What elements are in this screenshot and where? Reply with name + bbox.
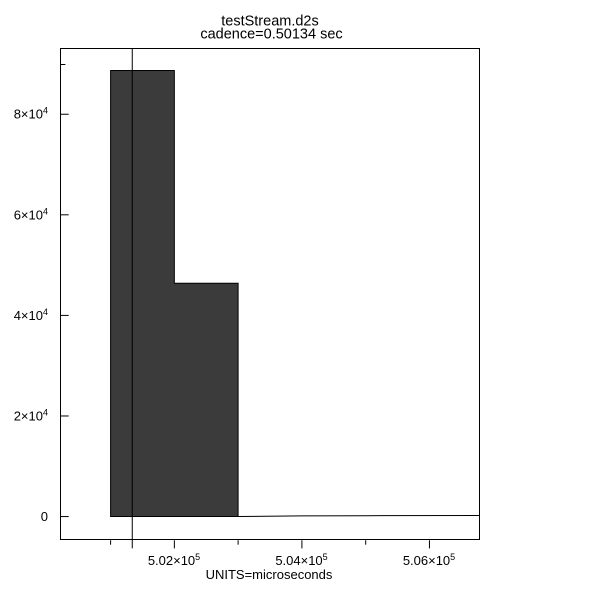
svg-text:5.04×105: 5.04×105 [275, 552, 327, 568]
svg-text:6×104: 6×104 [14, 206, 48, 222]
svg-text:UNITS=microseconds: UNITS=microseconds [206, 567, 333, 582]
svg-text:5.06×105: 5.06×105 [403, 552, 455, 568]
svg-text:5.02×105: 5.02×105 [148, 552, 200, 568]
svg-text:2×104: 2×104 [14, 407, 48, 423]
svg-text:4×104: 4×104 [14, 307, 48, 323]
svg-text:8×104: 8×104 [14, 106, 48, 122]
svg-text:cadence=0.50134 sec: cadence=0.50134 sec [200, 27, 342, 43]
svg-text:0: 0 [41, 509, 48, 524]
